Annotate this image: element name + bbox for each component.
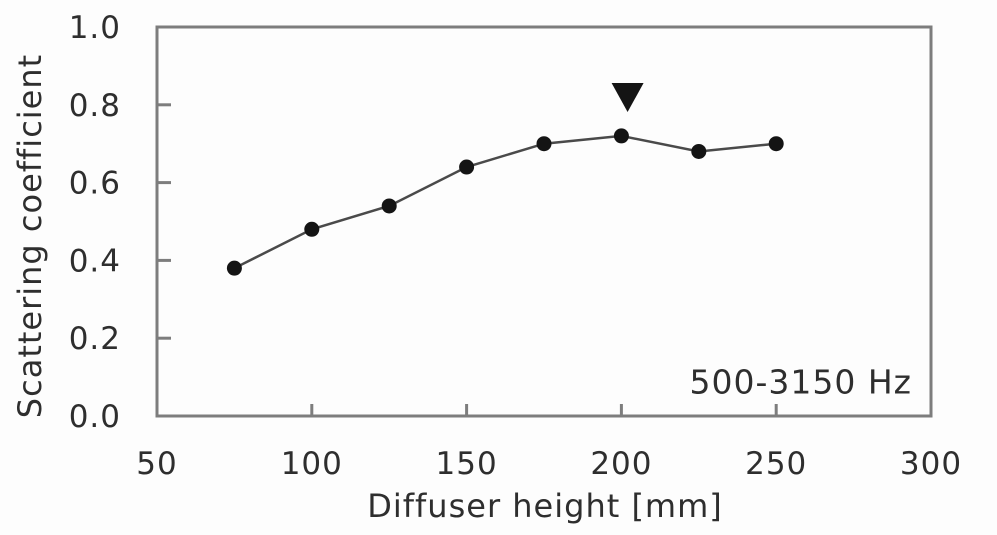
triangle-down-marker <box>611 83 644 113</box>
x-tick-label: 100 <box>281 446 343 482</box>
y-tick-label: 0.2 <box>69 321 121 357</box>
y-tick-label: 1.0 <box>69 10 121 46</box>
data-point <box>226 260 242 276</box>
axis-frame <box>155 25 933 418</box>
data-point <box>304 221 320 237</box>
y-tick-label: 0.8 <box>69 88 121 124</box>
frequency-range-annotation: 500-3150 Hz <box>689 362 912 402</box>
x-tick-label: 300 <box>900 446 962 482</box>
series-line <box>233 134 777 270</box>
y-tick-label: 0.6 <box>69 166 121 202</box>
x-tick-label: 200 <box>590 446 652 482</box>
y-tick-label: 0.0 <box>69 399 121 435</box>
data-point <box>691 143 707 159</box>
data-point <box>381 198 397 214</box>
x-axis-label: Diffuser height [mm] <box>367 487 723 525</box>
x-tick-label: 250 <box>745 446 807 482</box>
data-point <box>613 128 629 144</box>
data-point <box>536 136 552 152</box>
y-axis-label: Scattering coefficient <box>11 53 49 419</box>
y-tick-label: 0.4 <box>69 243 121 279</box>
x-tick-label: 50 <box>136 446 177 482</box>
data-point <box>768 136 784 152</box>
data-point <box>459 159 475 175</box>
x-tick-label: 150 <box>436 446 498 482</box>
